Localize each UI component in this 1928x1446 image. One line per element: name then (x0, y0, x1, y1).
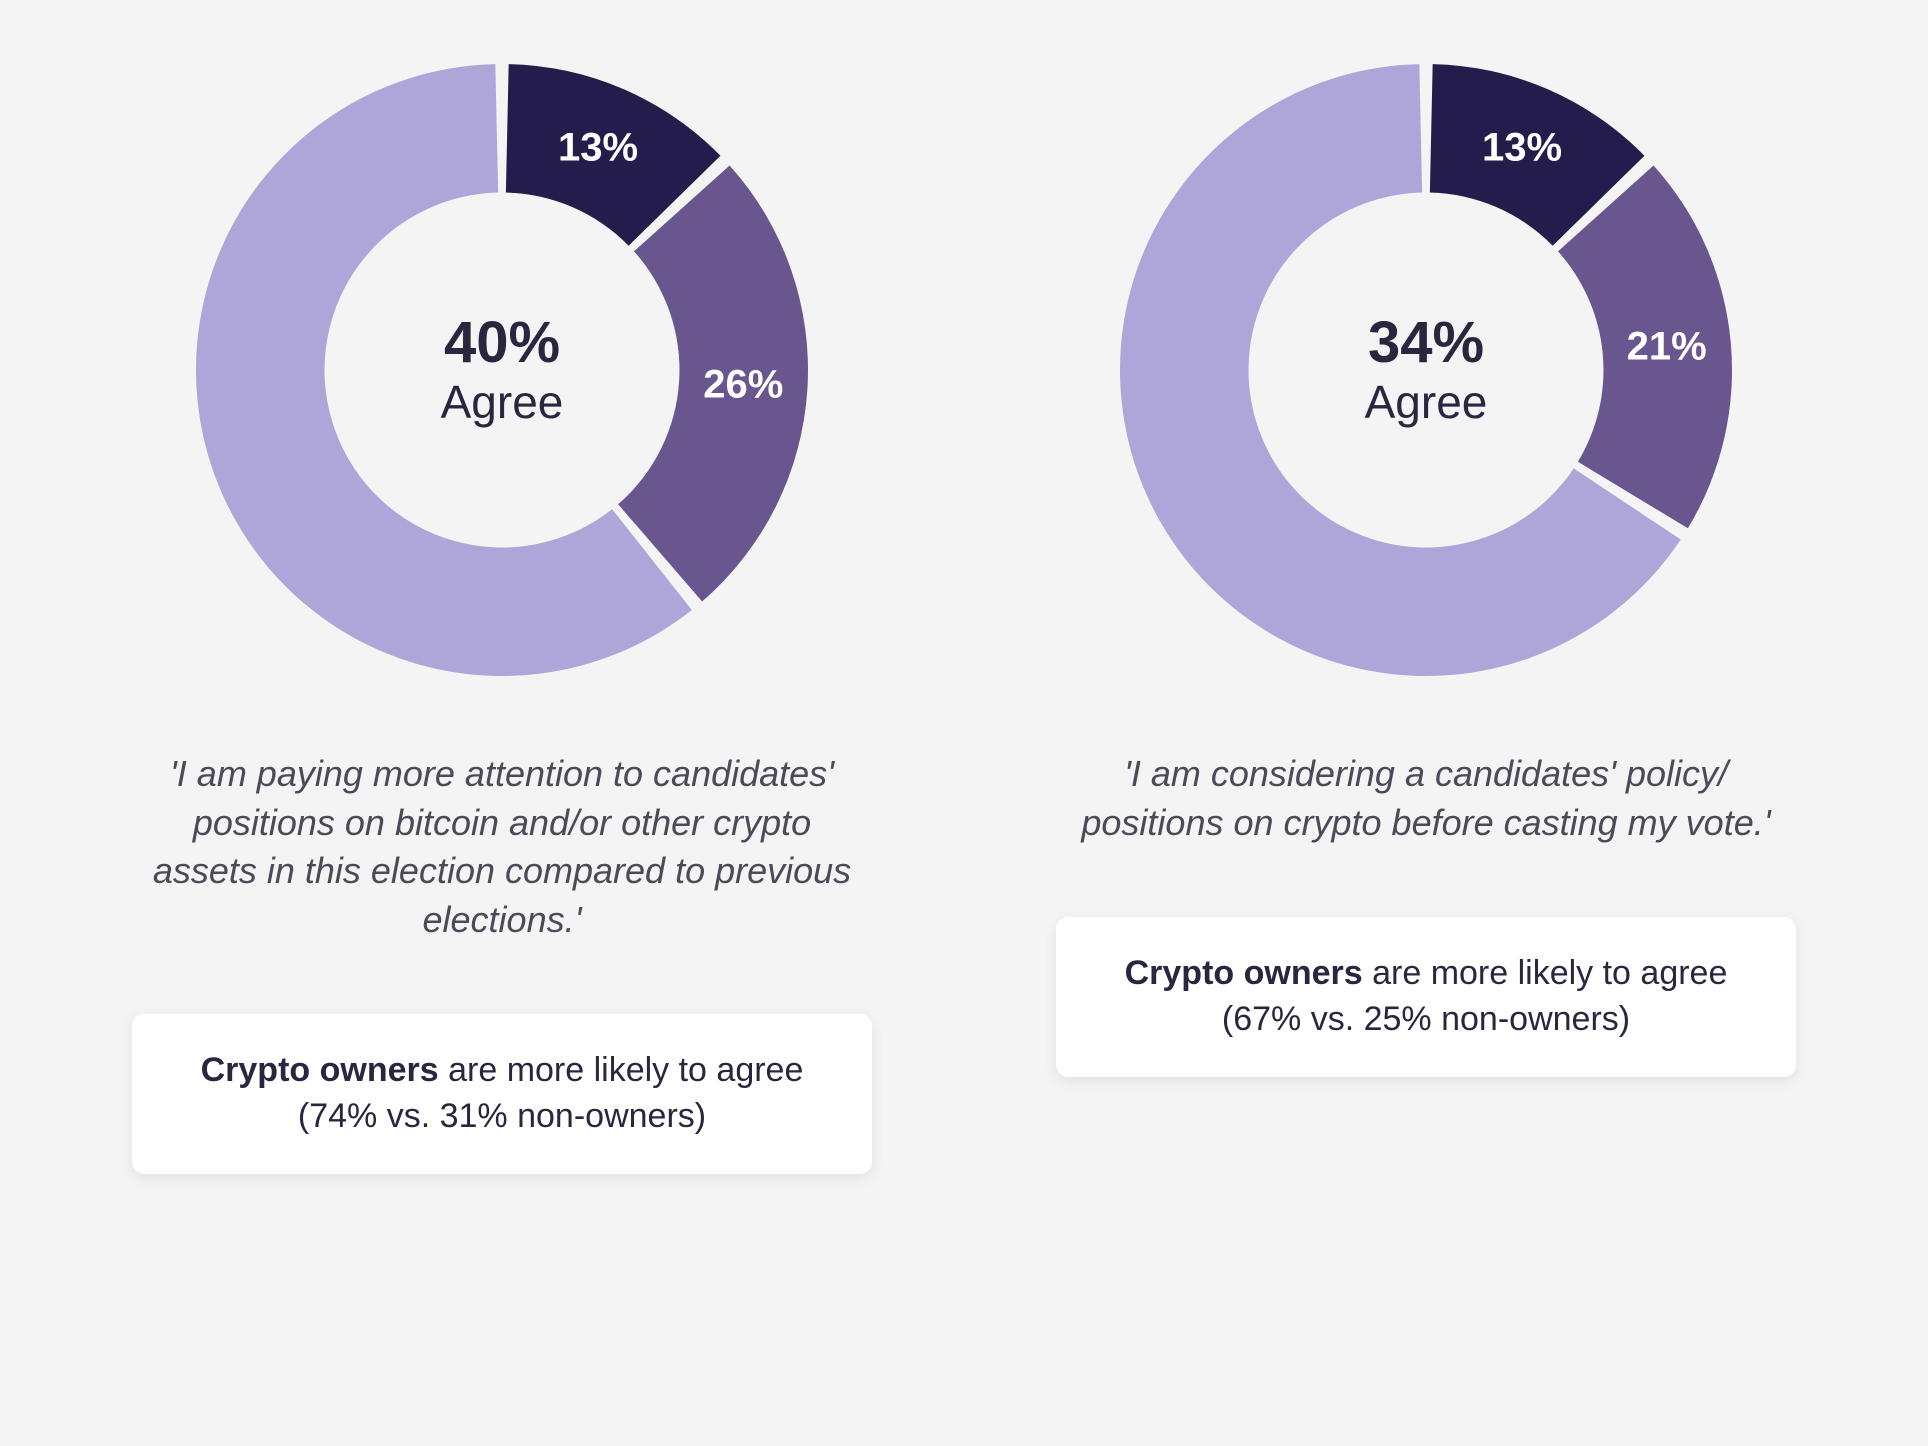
chart-quote-0: 'I am paying more attention to candidate… (142, 750, 862, 944)
callout-bold: Crypto owners (201, 1051, 439, 1089)
chart-column-1: 34% Agree 13% 21% 'I am considering a can… (1036, 60, 1816, 1174)
slice-label-1: 21% (1627, 325, 1707, 370)
chart-callout-0: Crypto owners are more likely to agree (… (132, 1014, 872, 1174)
center-percent: 34% (1365, 311, 1488, 375)
donut-center-1: 34% Agree (1365, 311, 1488, 429)
slice-label-1: 26% (703, 363, 783, 408)
callout-bold: Crypto owners (1125, 954, 1363, 992)
center-label: Agree (441, 375, 564, 429)
donut-chart-1: 34% Agree 13% 21% (1116, 60, 1736, 680)
center-label: Agree (1365, 375, 1488, 429)
center-percent: 40% (441, 311, 564, 375)
donut-chart-0: 40% Agree 13% 26% (192, 60, 812, 680)
chart-quote-1: 'I am considering a candidates' policy/ … (1066, 750, 1786, 847)
donut-center-0: 40% Agree (441, 311, 564, 429)
slice-label-0: 13% (558, 126, 638, 171)
chart-column-0: 40% Agree 13% 26% 'I am paying more atten… (112, 60, 892, 1174)
chart-callout-1: Crypto owners are more likely to agree (… (1056, 917, 1796, 1077)
slice-label-0: 13% (1482, 126, 1562, 171)
charts-row: 40% Agree 13% 26% 'I am paying more atten… (100, 60, 1828, 1174)
